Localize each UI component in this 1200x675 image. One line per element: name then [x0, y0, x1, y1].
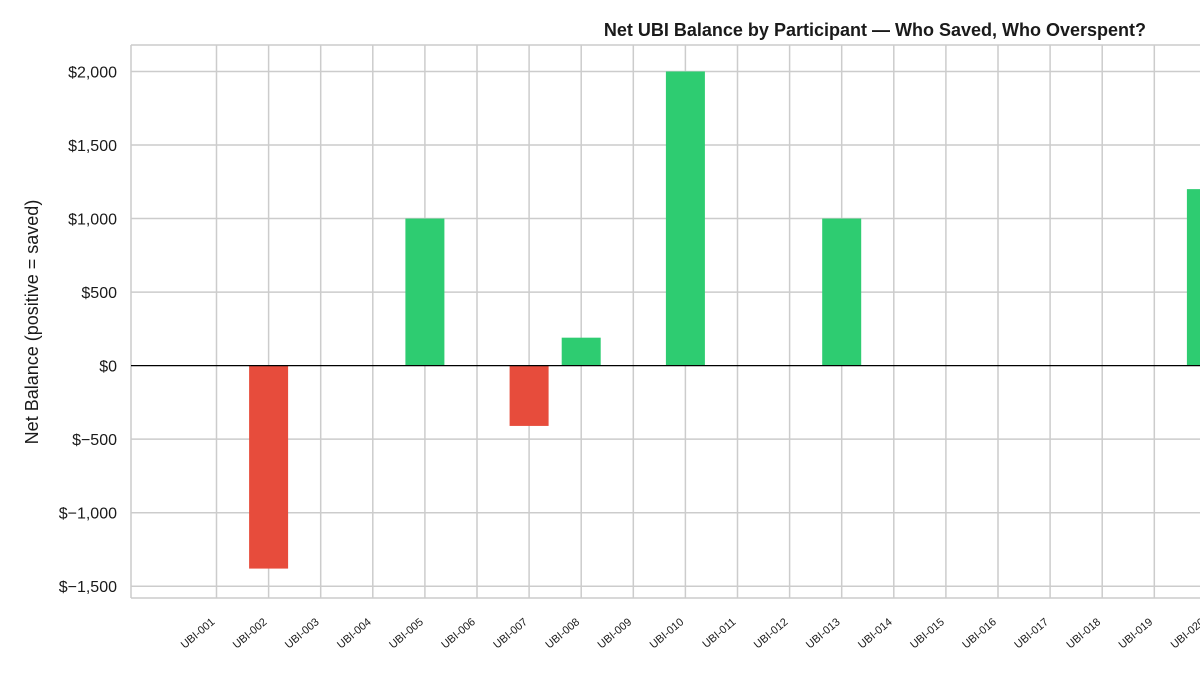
x-tick-label: UBI-011 — [700, 616, 738, 651]
x-tick-label: UBI-016 — [960, 616, 999, 651]
y-tick-label: $2,000 — [68, 64, 117, 81]
x-tick-label: UBI-013 — [804, 616, 843, 651]
x-tick-label: UBI-014 — [856, 616, 895, 651]
bar-ubi-002 — [249, 365, 289, 569]
x-tick-label: UBI-009 — [596, 616, 635, 651]
y-tick-label: $500 — [81, 285, 117, 302]
x-tick-label: UBI-020 — [1169, 616, 1200, 651]
bar-ubi-008 — [561, 337, 601, 366]
x-tick-label: UBI-004 — [335, 616, 374, 651]
bar-ubi-007 — [509, 365, 549, 426]
y-tick-label: $0 — [99, 359, 117, 376]
x-tick-label: UBI-007 — [491, 616, 530, 651]
x-tick-label: UBI-003 — [283, 616, 322, 651]
bar-ubi-013 — [822, 218, 862, 366]
grid-lines — [130, 44, 1200, 599]
x-axis-ticks: UBI-001 UBI-002 UBI-003 UBI-004 UBI-005 UBI-0… — [179, 616, 1200, 651]
bars — [249, 71, 1200, 569]
y-tick-label: $−500 — [72, 432, 117, 449]
x-tick-label: UBI-019 — [1117, 616, 1156, 651]
bar-ubi-005 — [405, 218, 445, 366]
bar-ubi-010 — [665, 71, 705, 366]
x-tick-label: UBI-002 — [231, 616, 270, 651]
bar-ubi-020 — [1186, 189, 1200, 366]
x-tick-label: UBI-010 — [648, 616, 687, 651]
x-tick-label: UBI-001 — [179, 616, 218, 651]
x-tick-label: UBI-015 — [908, 616, 947, 651]
y-tick-label: $−1,500 — [59, 579, 117, 596]
y-tick-label: $1,000 — [68, 212, 117, 229]
x-tick-label: UBI-006 — [439, 616, 478, 651]
x-tick-label: UBI-005 — [387, 616, 426, 651]
chart-title: Net UBI Balance by Participant — Who Sav… — [604, 20, 1146, 40]
y-tick-label: $−1,000 — [59, 506, 117, 523]
x-tick-label: UBI-012 — [752, 616, 791, 651]
x-tick-label: UBI-008 — [543, 616, 582, 651]
x-tick-label: UBI-017 — [1012, 616, 1051, 651]
x-tick-label: UBI-018 — [1064, 616, 1103, 651]
y-axis-ticks: $2,000 $1,500 $1,000 $500 $0 $−500 $−1,000 $−1,… — [59, 64, 117, 596]
y-axis-label: Net Balance (positive = saved) — [22, 200, 42, 445]
y-tick-label: $1,500 — [68, 138, 117, 155]
